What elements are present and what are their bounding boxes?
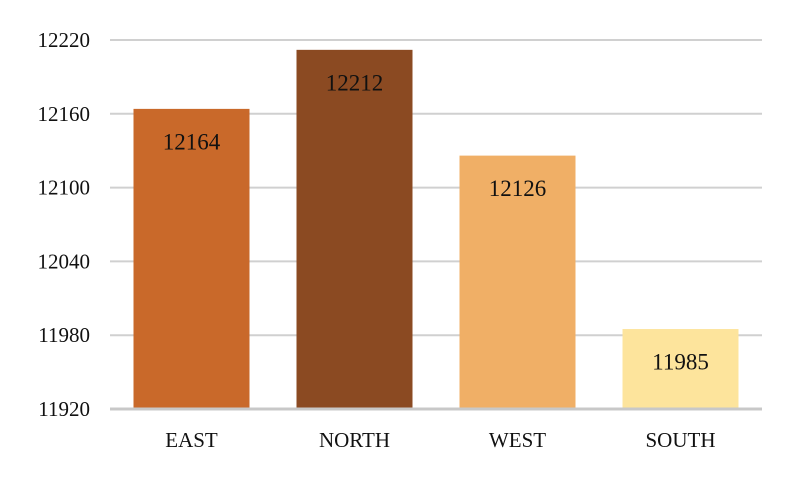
x-category-label: EAST [165,428,218,452]
y-tick-label: 12220 [38,28,91,52]
x-category-label: SOUTH [645,428,715,452]
data-label: 11985 [652,350,709,375]
data-label: 12212 [326,70,384,95]
y-tick-label: 12160 [38,102,91,126]
y-tick-label: 11920 [38,397,90,421]
y-tick-label: 12040 [38,249,91,273]
data-label: 12164 [163,129,221,154]
bar-west [459,155,576,409]
data-labels: 12164 12212 12126 11985 [163,70,709,374]
y-tick-label: 12100 [38,176,91,200]
bar-south [622,329,739,409]
bars [133,49,739,410]
y-axis-tick-labels: 11920 11980 12040 12100 12160 12220 [38,28,91,421]
y-tick-label: 11980 [38,323,90,347]
data-label: 12126 [489,176,547,201]
bar-east [133,108,250,409]
bar-north [296,49,413,410]
x-category-label: NORTH [319,428,390,452]
x-category-label: WEST [489,428,546,452]
x-axis-category-labels: EAST NORTH WEST SOUTH [165,428,715,452]
